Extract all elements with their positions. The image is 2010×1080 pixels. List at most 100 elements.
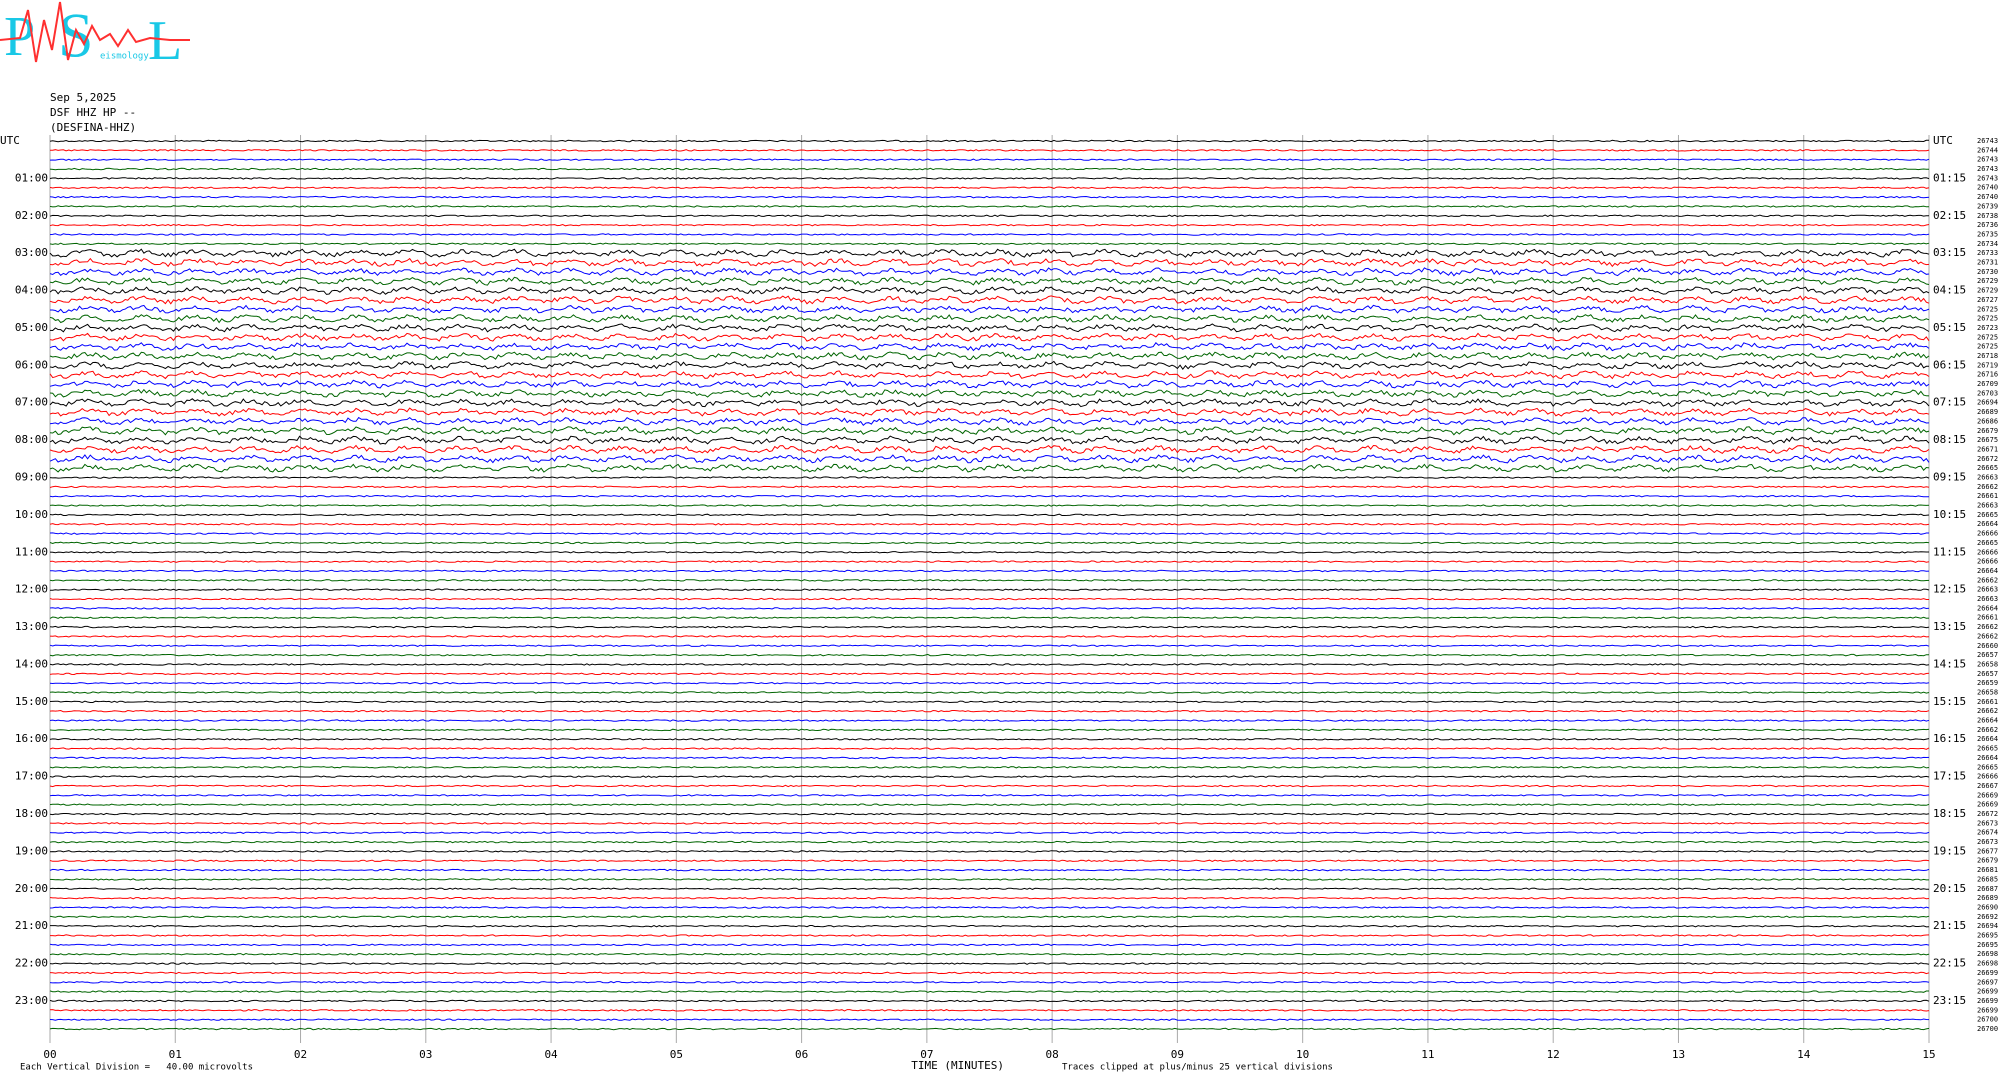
trace: [49, 822, 1930, 825]
left-time-label: 18:00: [15, 807, 48, 820]
left-time-label: 09:00: [15, 471, 48, 484]
left-time-label: 01:00: [15, 171, 48, 184]
trace-offset: 26740: [1977, 193, 1998, 201]
x-tick-label: 01: [169, 1048, 182, 1061]
logo-wave: [0, 1, 190, 63]
trace-offset: 26662: [1977, 632, 1998, 640]
trace: [49, 388, 1930, 398]
trace: [49, 314, 1930, 324]
right-time-label: 06:15: [1933, 358, 1966, 371]
trace: [49, 139, 1929, 143]
trace-offset: 26739: [1977, 202, 1998, 210]
trace-offset: 26663: [1977, 586, 1998, 594]
trace-offset: 26716: [1977, 371, 1998, 379]
trace-offset: 26698: [1977, 950, 1998, 958]
trace: [49, 663, 1930, 666]
trace-offset: 26687: [1977, 885, 1998, 893]
left-time-label: 12:00: [15, 583, 48, 596]
trace-offset: 26658: [1977, 688, 1998, 696]
trace: [49, 896, 1930, 900]
trace-offset: 26662: [1977, 707, 1998, 715]
trace: [49, 775, 1930, 778]
trace: [49, 463, 1930, 473]
trace: [49, 360, 1929, 371]
right-time-label: 21:15: [1933, 919, 1966, 932]
scale-note: Each Vertical Division = 40.00 microvolt…: [20, 1063, 253, 1073]
x-tick-label: 05: [670, 1048, 683, 1061]
trace: [49, 990, 1929, 993]
trace-offset: 26686: [1977, 417, 1998, 425]
trace-offset: 26671: [1977, 445, 1998, 453]
trace-offset: 26697: [1977, 978, 1998, 986]
trace-offset: 26727: [1977, 296, 1998, 304]
right-time-label: 20:15: [1933, 882, 1966, 895]
trace-offset: 26658: [1977, 660, 1998, 668]
trace: [50, 569, 1930, 573]
trace-offset: 26694: [1977, 922, 1998, 930]
right-time-label: 23:15: [1933, 994, 1966, 1007]
trace-offset: 26665: [1977, 539, 1998, 547]
right-time-label: 19:15: [1933, 844, 1966, 857]
trace: [49, 541, 1930, 545]
trace-offset: 26743: [1977, 165, 1998, 173]
trace: [49, 766, 1930, 769]
trace: [49, 532, 1929, 535]
trace-offset: 26662: [1977, 726, 1998, 734]
trace: [49, 494, 1929, 498]
trace: [49, 635, 1930, 638]
trace: [49, 719, 1930, 722]
right-time-label: 14:15: [1933, 657, 1966, 670]
trace: [49, 1027, 1930, 1031]
station-name: (DESFINA-HHZ): [50, 121, 136, 134]
right-time-label: 03:15: [1933, 246, 1966, 259]
trace: [49, 803, 1930, 806]
trace: [49, 625, 1930, 629]
trace: [49, 485, 1930, 489]
left-time-label: 17:00: [15, 770, 48, 783]
trace-offset: 26661: [1977, 492, 1998, 500]
trace: [49, 504, 1930, 507]
trace: [49, 681, 1930, 685]
trace: [49, 700, 1930, 704]
trace-offset: 26743: [1977, 174, 1998, 182]
trace-offset: 26660: [1977, 642, 1998, 650]
trace: [50, 149, 1930, 152]
left-time-label: 16:00: [15, 732, 48, 745]
trace-offset: 26709: [1977, 380, 1998, 388]
x-tick-label: 06: [795, 1048, 808, 1061]
trace: [49, 513, 1930, 517]
trace-offset: 26666: [1977, 530, 1998, 538]
trace: [49, 784, 1930, 788]
trace-offset: 26673: [1977, 819, 1998, 827]
left-time-label: 06:00: [15, 358, 48, 371]
trace-offset: 26679: [1977, 427, 1998, 435]
trace-offset: 26744: [1977, 146, 1998, 154]
trace: [49, 709, 1930, 713]
left-time-label: 20:00: [15, 882, 48, 895]
right-time-label: 01:15: [1933, 171, 1966, 184]
trace: [49, 878, 1929, 881]
left-time-label: 21:00: [15, 919, 48, 932]
trace-offset: 26664: [1977, 604, 1998, 612]
right-time-label: 08:15: [1933, 433, 1966, 446]
trace: [49, 416, 1930, 427]
trace: [49, 351, 1930, 361]
trace: [49, 607, 1930, 610]
trace-offset: 26672: [1977, 810, 1998, 818]
right-time-label: 05:15: [1933, 321, 1966, 334]
trace: [49, 672, 1930, 676]
trace: [49, 999, 1930, 1003]
x-tick-label: 12: [1547, 1048, 1560, 1061]
x-tick-label: 00: [43, 1048, 56, 1061]
trace-offset: 26663: [1977, 474, 1998, 482]
trace: [49, 747, 1930, 750]
right-time-label: 22:15: [1933, 957, 1966, 970]
x-tick-label: 10: [1296, 1048, 1309, 1061]
trace: [49, 831, 1930, 834]
trace-offset: 26664: [1977, 567, 1998, 575]
trace: [49, 868, 1930, 872]
right-time-label: 12:15: [1933, 583, 1966, 596]
trace-offset: 26681: [1977, 866, 1998, 874]
trace: [49, 915, 1930, 919]
